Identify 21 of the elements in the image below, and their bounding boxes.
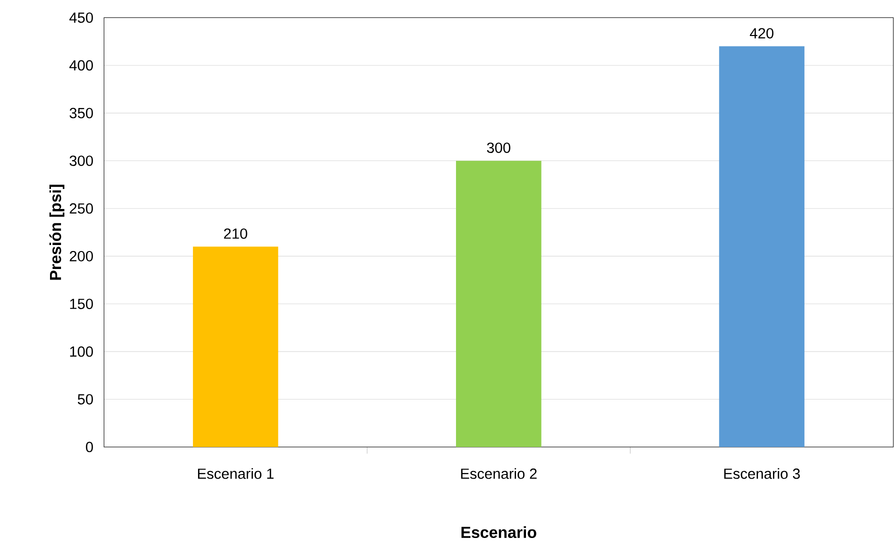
y-tick-label: 200 [70,251,93,262]
y-tick-label: 50 [78,394,93,404]
y-tick-label: 450 [69,12,93,23]
bar [192,246,278,447]
y-tick-label: 100 [70,346,93,357]
y-tick-label: 300 [70,156,93,166]
bar [456,160,542,447]
data-label: 420 [750,28,774,38]
y-axis-title: Presión [psi] [49,184,64,280]
y-tick-label: 0 [86,442,93,452]
x-tick-label: Escenario 3 [724,468,800,479]
x-tick-label: Escenario 2 [461,468,537,479]
data-label: 300 [487,142,510,153]
y-tick-label: 350 [70,108,93,118]
data-label: 210 [224,228,248,239]
x-tick-label: Escenario 1 [198,468,274,479]
y-tick-label: 150 [70,298,93,310]
y-tick-label: 250 [70,203,93,214]
x-axis-title: Escenario [461,526,536,538]
y-tick-label: 400 [69,60,93,71]
bar [719,46,804,447]
